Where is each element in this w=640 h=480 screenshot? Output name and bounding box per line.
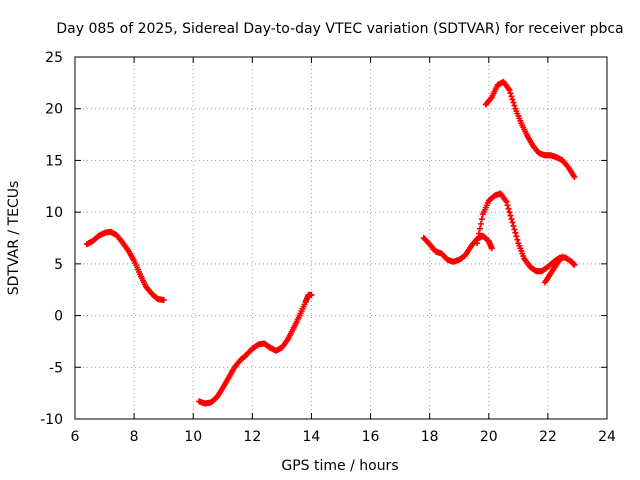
data-point (508, 93, 515, 100)
data-point (473, 240, 480, 247)
data-point (506, 209, 513, 216)
grid (75, 57, 607, 419)
data-point (571, 173, 578, 180)
data-point (476, 225, 483, 232)
y-tick-label: 15 (45, 153, 63, 169)
data-point (477, 220, 484, 227)
y-tick-label: 20 (45, 102, 63, 118)
x-tick-label: 10 (184, 429, 202, 445)
data-point (514, 236, 521, 243)
data-point (507, 90, 514, 97)
series-arc-5 (541, 253, 566, 286)
y-tick-label: 5 (54, 257, 63, 273)
plot-frame (74, 56, 608, 420)
data-point (513, 233, 520, 240)
series-arc-6 (482, 78, 578, 180)
x-tick-label: 12 (243, 429, 261, 445)
data-point (506, 87, 513, 94)
data-point (511, 102, 518, 109)
x-tick-label: 8 (130, 429, 139, 445)
y-tick-label: 10 (45, 205, 63, 221)
y-tick-label: 25 (45, 50, 63, 66)
data-points (83, 78, 578, 407)
series-arc-4 (473, 190, 578, 275)
data-point (488, 245, 495, 252)
series-arc-3 (420, 232, 495, 265)
data-point (510, 99, 517, 106)
data-point (160, 297, 167, 304)
data-point (511, 226, 518, 233)
series-arc-1 (83, 228, 167, 304)
data-point (308, 291, 315, 298)
data-point (507, 212, 514, 219)
data-point (508, 216, 515, 223)
x-tick-label: 6 (71, 429, 80, 445)
data-point (475, 230, 482, 237)
x-tick-label: 14 (303, 429, 321, 445)
y-tick-label: -10 (40, 412, 63, 428)
data-point (559, 253, 566, 260)
data-point (571, 261, 578, 268)
x-tick-label: 16 (362, 429, 380, 445)
x-tick-label: 20 (480, 429, 498, 445)
chart-title: Day 085 of 2025, Sidereal Day-to-day VTE… (56, 21, 623, 37)
x-tick-label: 22 (539, 429, 557, 445)
data-point (504, 202, 511, 209)
x-tick-label: 18 (421, 429, 439, 445)
y-tick-label: -5 (49, 360, 63, 376)
data-point (478, 216, 485, 223)
series-arc-2 (196, 291, 315, 407)
x-axis-label: GPS time / hours (281, 458, 398, 474)
data-point (474, 235, 481, 242)
axis-ticks: 6 8 10 12 14 16 18 20 22 24 -10 -5 0 5 10 15 20 25 (40, 50, 616, 445)
data-point (509, 219, 516, 226)
data-point (512, 229, 519, 236)
data-point (503, 198, 510, 205)
x-tick-label: 24 (598, 429, 616, 445)
y-axis-label: SDTVAR / TECUs (6, 181, 22, 296)
data-point (509, 96, 516, 103)
y-tick-label: 0 (54, 309, 63, 325)
data-point (505, 205, 512, 212)
data-point (510, 222, 517, 229)
